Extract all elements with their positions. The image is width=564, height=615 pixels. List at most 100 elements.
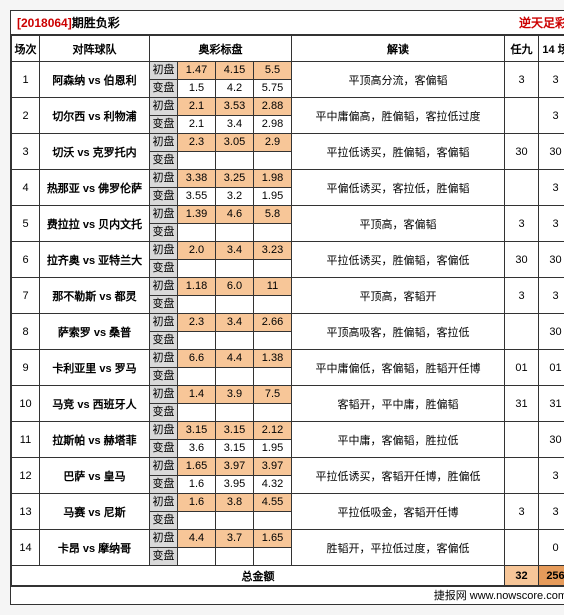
- cell-odd: 2.0: [178, 242, 216, 260]
- total-r9: 32: [505, 566, 539, 586]
- title-suffix: 期胜负彩: [72, 16, 120, 30]
- cell-read: 平顶高，客偏韬: [292, 206, 505, 242]
- cell-odd: 3.97: [216, 458, 254, 476]
- cell-odd: [178, 332, 216, 350]
- cell-odd: 2.88: [254, 98, 292, 116]
- cell-odd: 4.6: [216, 206, 254, 224]
- cell-odd: 6.0: [216, 278, 254, 296]
- cell-r9: [505, 98, 539, 134]
- cell-odd: [254, 260, 292, 278]
- match-row-top: 7那不勒斯 vs 都灵初盘1.186.011平顶高，客韬开33: [12, 278, 564, 296]
- cell-read: 平拉低吸金，客韬开任博: [292, 494, 505, 530]
- cell-read: 平顶高，客韬开: [292, 278, 505, 314]
- cell-odd: [216, 548, 254, 566]
- cell-r14: 30: [539, 242, 564, 278]
- cell-read: 平偏低诱买，客拉低，胜偏韬: [292, 170, 505, 206]
- cell-pan-chu: 初盘: [150, 134, 178, 152]
- cell-match: 切尔西 vs 利物浦: [40, 98, 150, 134]
- match-row-top: 11拉斯帕 vs 赫塔菲初盘3.153.152.12平中庸，客偏韬，胜拉低30: [12, 422, 564, 440]
- match-row-top: 9卡利亚里 vs 罗马初盘6.64.41.38平中庸偏低，客偏韬，胜韬开任博01…: [12, 350, 564, 368]
- match-row-top: 5费拉拉 vs 贝内文托初盘1.394.65.8平顶高，客偏韬33: [12, 206, 564, 224]
- cell-idx: 2: [12, 98, 40, 134]
- cell-odd: 1.4: [178, 386, 216, 404]
- cell-odd: 5.8: [254, 206, 292, 224]
- cell-read: 平顶高分流，客偏韬: [292, 62, 505, 98]
- cell-idx: 3: [12, 134, 40, 170]
- cell-read: 平拉低诱买，胜偏韬，客偏低: [292, 242, 505, 278]
- cell-r9: 3: [505, 278, 539, 314]
- cell-r14: 30: [539, 134, 564, 170]
- hdr-r14: 14 场: [539, 36, 564, 62]
- cell-read: 平拉低诱买，客韬开任博，胜偏低: [292, 458, 505, 494]
- cell-pan-bian: 变盘: [150, 116, 178, 134]
- cell-odd: [178, 260, 216, 278]
- cell-odd: [254, 296, 292, 314]
- cell-odd: 4.4: [178, 530, 216, 548]
- cell-r14: 3: [539, 278, 564, 314]
- cell-r14: 3: [539, 98, 564, 134]
- cell-odd: 3.4: [216, 314, 254, 332]
- cell-odd: 3.23: [254, 242, 292, 260]
- cell-match: 萨索罗 vs 桑普: [40, 314, 150, 350]
- match-row-top: 8萨索罗 vs 桑普初盘2.33.42.66平顶高吸客，胜偏韬，客拉低30: [12, 314, 564, 332]
- cell-idx: 14: [12, 530, 40, 566]
- cell-odd: 1.6: [178, 494, 216, 512]
- cell-idx: 8: [12, 314, 40, 350]
- cell-match: 拉齐奥 vs 亚特兰大: [40, 242, 150, 278]
- cell-r14: 30: [539, 314, 564, 350]
- cell-match: 巴萨 vs 皇马: [40, 458, 150, 494]
- cell-r9: 30: [505, 134, 539, 170]
- cell-odd: [216, 152, 254, 170]
- cell-odd: 1.5: [178, 80, 216, 98]
- cell-r9: [505, 458, 539, 494]
- cell-odd: 3.97: [254, 458, 292, 476]
- cell-match: 拉斯帕 vs 赫塔菲: [40, 422, 150, 458]
- cell-odd: [254, 548, 292, 566]
- cell-match: 卡昂 vs 摩纳哥: [40, 530, 150, 566]
- cell-r9: [505, 314, 539, 350]
- cell-odd: [216, 512, 254, 530]
- cell-odd: 3.4: [216, 116, 254, 134]
- cell-odd: 4.15: [216, 62, 254, 80]
- cell-odd: [216, 404, 254, 422]
- cell-pan-bian: 变盘: [150, 260, 178, 278]
- cell-pan-bian: 变盘: [150, 512, 178, 530]
- cell-pan-chu: 初盘: [150, 458, 178, 476]
- cell-odd: 3.2: [216, 188, 254, 206]
- cell-odd: 3.6: [178, 440, 216, 458]
- cell-odd: 1.65: [178, 458, 216, 476]
- cell-pan-bian: 变盘: [150, 440, 178, 458]
- hdr-r9: 任九: [505, 36, 539, 62]
- cell-r9: [505, 422, 539, 458]
- cell-odd: 3.53: [216, 98, 254, 116]
- cell-odd: 1.38: [254, 350, 292, 368]
- match-row-top: 6拉齐奥 vs 亚特兰大初盘2.03.43.23平拉低诱买，胜偏韬，客偏低303…: [12, 242, 564, 260]
- cell-pan-bian: 变盘: [150, 188, 178, 206]
- cell-pan-bian: 变盘: [150, 332, 178, 350]
- cell-odd: 2.3: [178, 134, 216, 152]
- cell-odd: [254, 512, 292, 530]
- cell-pan-bian: 变盘: [150, 404, 178, 422]
- cell-read: 胜韬开，平拉低过度，客偏低: [292, 530, 505, 566]
- cell-odd: [216, 224, 254, 242]
- hdr-idx: 场次: [12, 36, 40, 62]
- cell-odd: 1.65: [254, 530, 292, 548]
- cell-odd: 3.8: [216, 494, 254, 512]
- cell-odd: 5.5: [254, 62, 292, 80]
- match-row-top: 1阿森纳 vs 伯恩利初盘1.474.155.5平顶高分流，客偏韬33: [12, 62, 564, 80]
- cell-odd: [216, 332, 254, 350]
- title-right: 逆天足彩: [519, 14, 564, 31]
- cell-odd: 7.5: [254, 386, 292, 404]
- hdr-odds: 奥彩标盘: [150, 36, 292, 62]
- cell-odd: 2.9: [254, 134, 292, 152]
- cell-pan-bian: 变盘: [150, 368, 178, 386]
- hdr-match: 对阵球队: [40, 36, 150, 62]
- cell-idx: 4: [12, 170, 40, 206]
- cell-odd: 2.66: [254, 314, 292, 332]
- cell-odd: 3.55: [178, 188, 216, 206]
- cell-odd: [178, 296, 216, 314]
- cell-odd: 3.95: [216, 476, 254, 494]
- match-row-top: 13马赛 vs 尼斯初盘1.63.84.55平拉低吸金，客韬开任博33: [12, 494, 564, 512]
- cell-odd: 3.4: [216, 242, 254, 260]
- main-table: 场次 对阵球队 奥彩标盘 解读 任九 14 场 1阿森纳 vs 伯恩利初盘1.4…: [11, 35, 564, 586]
